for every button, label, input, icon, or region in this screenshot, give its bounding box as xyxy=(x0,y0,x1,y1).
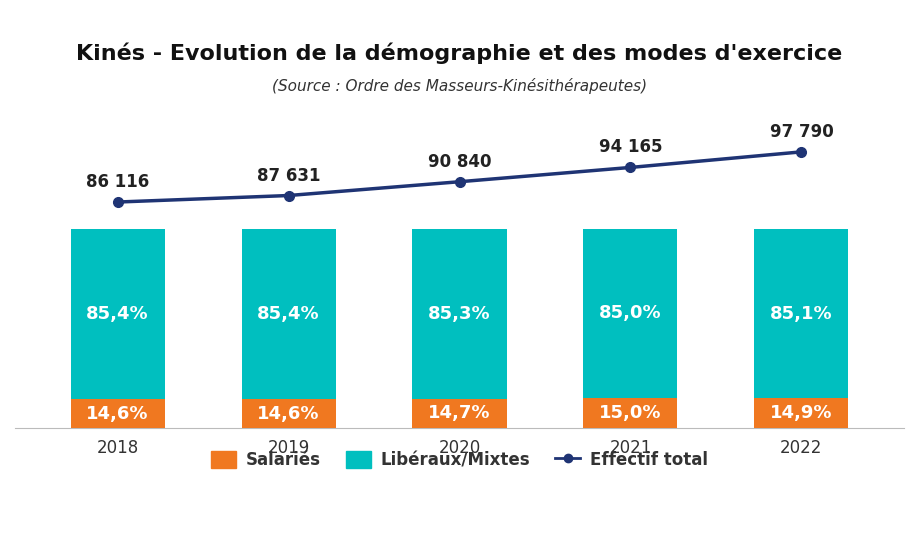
Bar xyxy=(584,398,677,428)
Text: (Source : Ordre des Masseurs-Kinésithérapeutes): (Source : Ordre des Masseurs-Kinésithéra… xyxy=(272,78,647,94)
Text: 14,9%: 14,9% xyxy=(770,404,833,422)
Text: 14,6%: 14,6% xyxy=(257,404,320,423)
Bar xyxy=(71,399,165,428)
Text: 97 790: 97 790 xyxy=(769,123,834,141)
Text: 85,1%: 85,1% xyxy=(770,305,833,322)
Bar xyxy=(754,398,848,428)
Text: 94 165: 94 165 xyxy=(598,138,663,156)
Bar xyxy=(242,399,335,428)
Text: 86 116: 86 116 xyxy=(86,173,149,191)
Bar xyxy=(754,229,848,398)
Bar xyxy=(584,229,677,398)
Legend: Salariés, Libéraux/Mixtes, Effectif total: Salariés, Libéraux/Mixtes, Effectif tota… xyxy=(204,444,715,476)
Text: 14,7%: 14,7% xyxy=(428,404,491,423)
Text: 85,4%: 85,4% xyxy=(257,305,320,323)
Bar xyxy=(242,229,335,399)
Bar xyxy=(413,229,506,399)
Text: 14,6%: 14,6% xyxy=(86,404,149,423)
Text: 15,0%: 15,0% xyxy=(599,404,662,422)
Text: 85,3%: 85,3% xyxy=(428,305,491,323)
Text: 85,4%: 85,4% xyxy=(86,305,149,323)
Text: 87 631: 87 631 xyxy=(256,166,321,185)
Text: 90 840: 90 840 xyxy=(427,153,492,171)
Bar xyxy=(413,399,506,428)
Text: 85,0%: 85,0% xyxy=(599,304,662,322)
Title: Kinés - Evolution de la démographie et des modes d'exercice: Kinés - Evolution de la démographie et d… xyxy=(76,42,843,64)
Bar xyxy=(71,229,165,399)
